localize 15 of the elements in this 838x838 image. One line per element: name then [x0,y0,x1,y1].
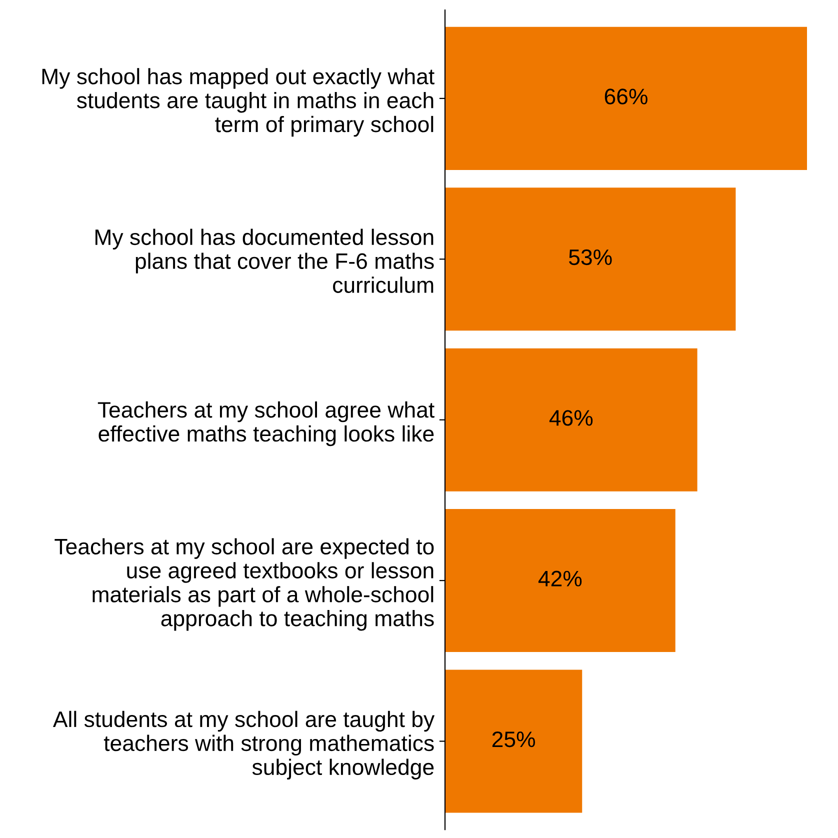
y-tick-label: Teachers at my school agree what effective maths teaching looks like [98,401,434,446]
data-label: 53% [569,249,612,266]
y-tick-label: Teachers at my school are expected to use agreed textbooks or lesson materials as part of a whole-school approach to teaching maths [54,538,434,631]
bar [445,509,676,652]
bar [445,348,698,492]
y-tick-label: My school has documented lesson plans that cover the F-6 maths curriculum [96,228,434,293]
data-label: 46% [549,410,593,426]
data-label: 42% [538,570,582,586]
y-tick-label: My school has mapped out exactly what students are taught in maths in each term of primary school [42,68,434,137]
bar [445,188,736,331]
data-label: 66% [604,88,648,104]
y-tick-label: All students at my school are taught by teachers with strong mathematics subject knowledge [52,710,435,780]
bar [445,670,582,813]
bar [445,26,807,170]
data-label: 25% [492,731,536,748]
